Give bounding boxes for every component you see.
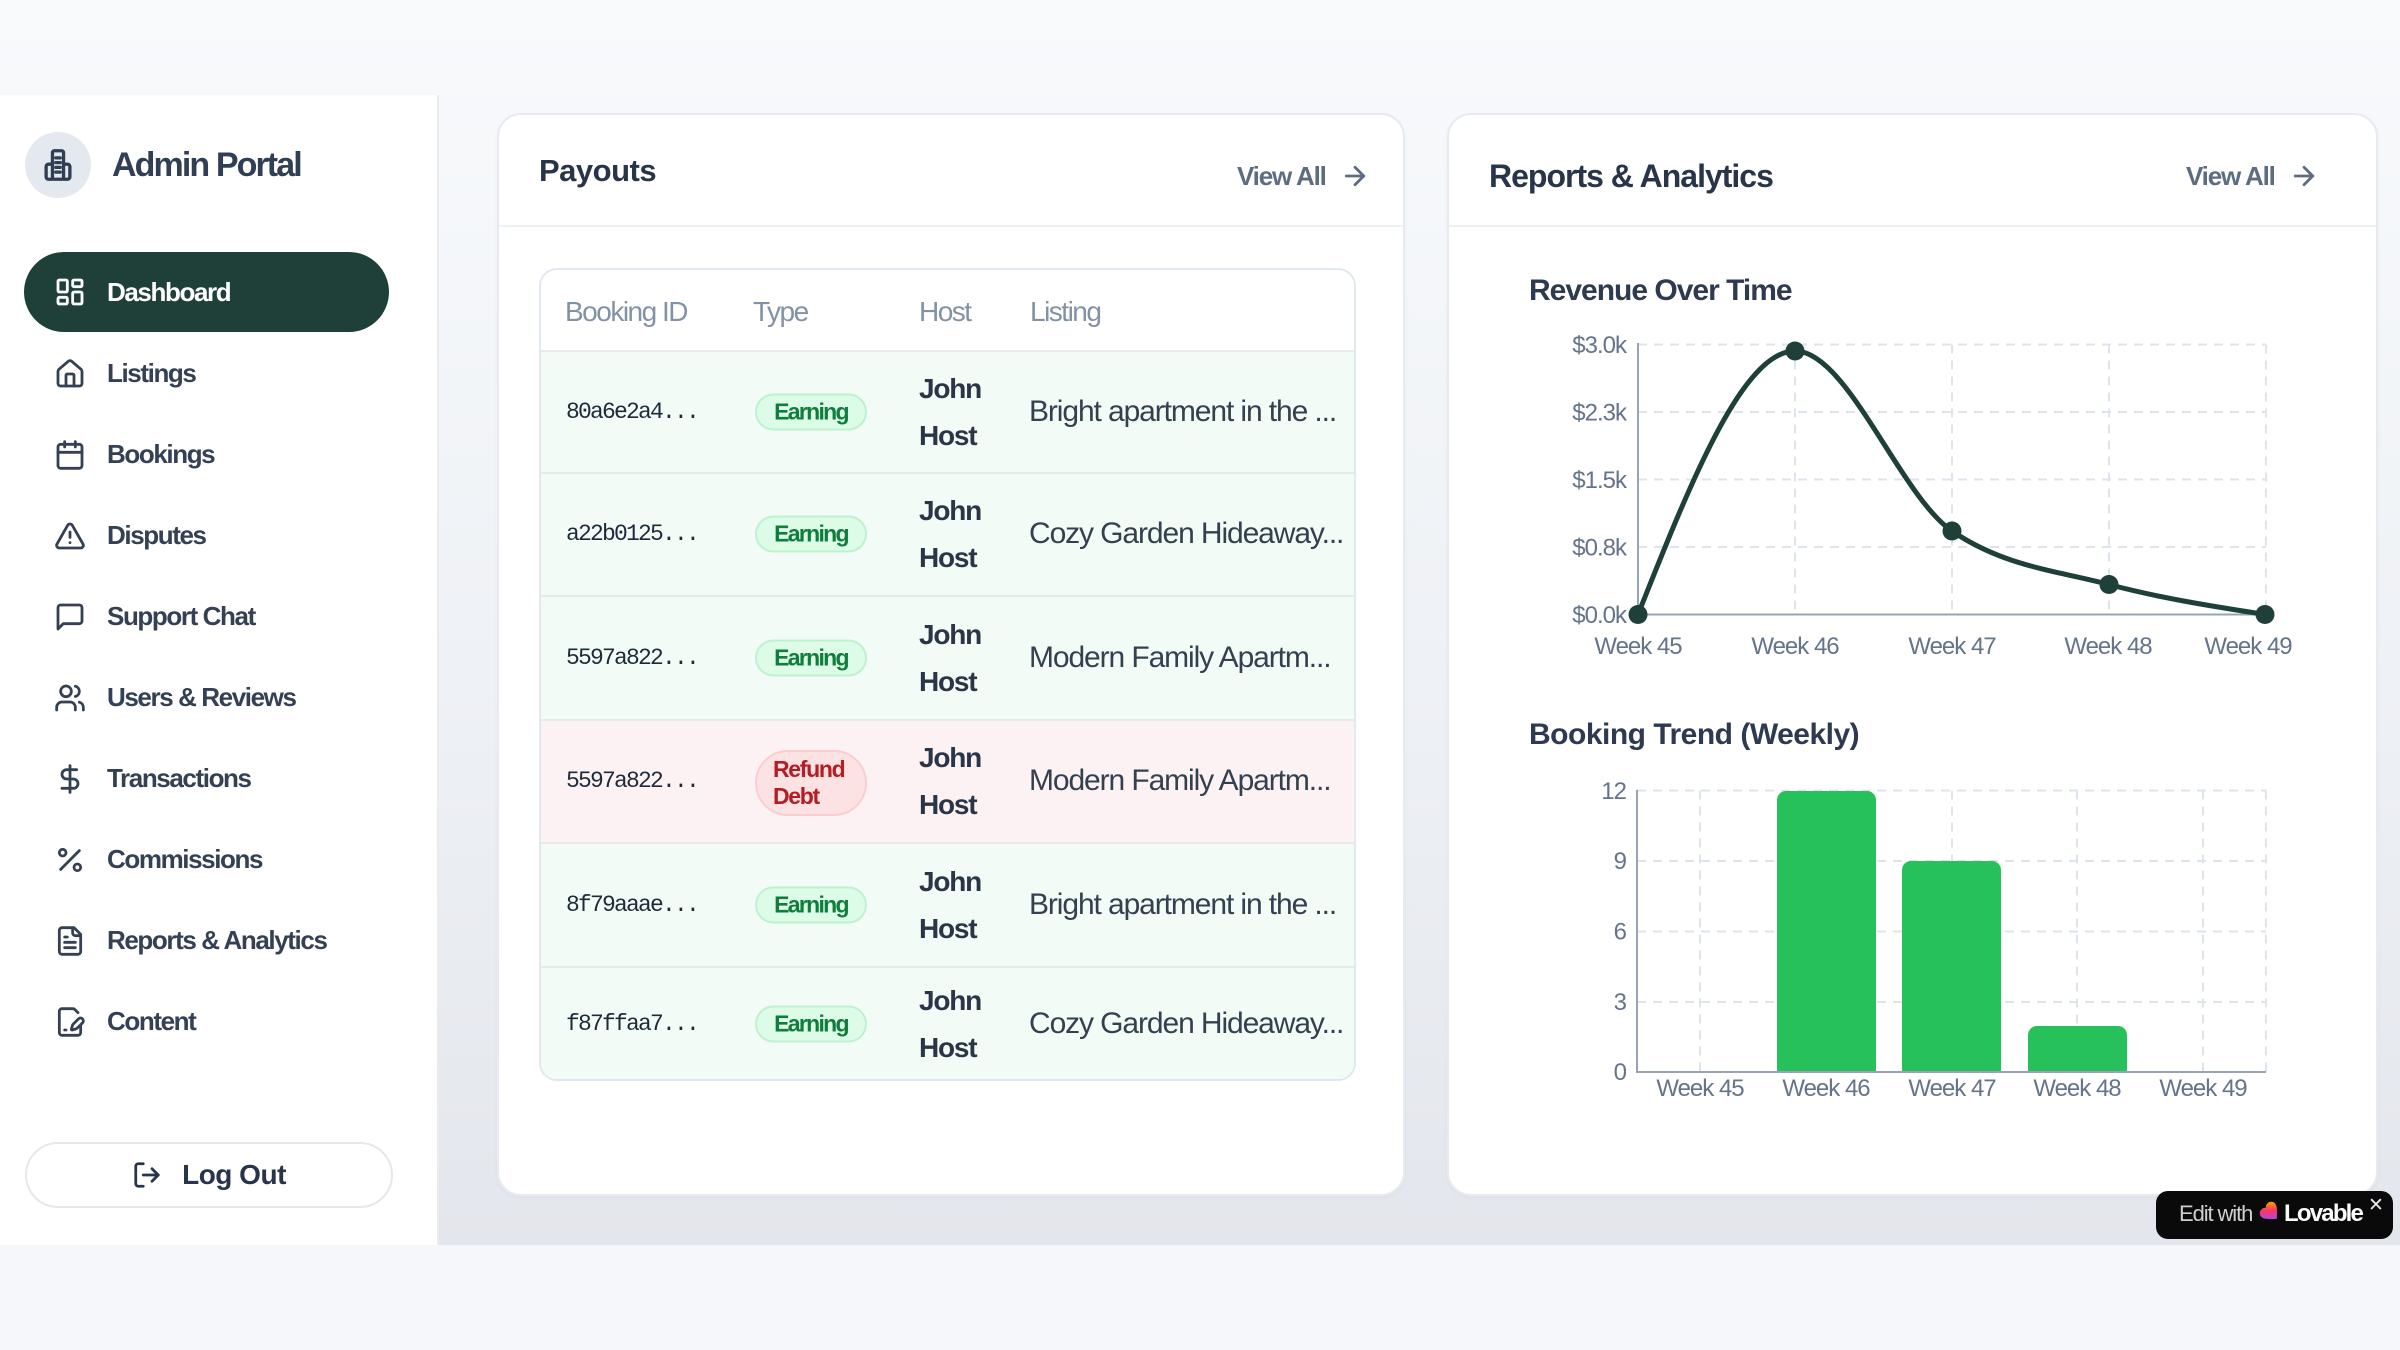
svg-text:0: 0	[1614, 1059, 1627, 1086]
svg-text:$0.8k: $0.8k	[1572, 535, 1628, 562]
svg-text:3: 3	[1614, 989, 1627, 1016]
svg-text:$3.0k: $3.0k	[1572, 332, 1628, 359]
svg-text:Week 47: Week 47	[1908, 633, 1996, 660]
svg-text:Week 48: Week 48	[2064, 633, 2152, 660]
svg-text:Week 49: Week 49	[2204, 633, 2292, 660]
svg-text:Week 49: Week 49	[2159, 1075, 2247, 1102]
svg-text:$2.3k: $2.3k	[1572, 400, 1628, 427]
svg-text:$1.5k: $1.5k	[1572, 467, 1628, 494]
svg-text:12: 12	[1601, 778, 1626, 805]
svg-text:$0.0k: $0.0k	[1572, 602, 1628, 629]
svg-text:Week 45: Week 45	[1594, 633, 1682, 660]
svg-text:9: 9	[1614, 848, 1627, 875]
svg-text:Week 48: Week 48	[2033, 1075, 2121, 1102]
svg-text:Week 46: Week 46	[1782, 1075, 1870, 1102]
svg-text:Week 47: Week 47	[1908, 1075, 1996, 1102]
svg-text:Week 45: Week 45	[1656, 1075, 1744, 1102]
svg-text:6: 6	[1614, 919, 1627, 946]
svg-text:Week 46: Week 46	[1751, 633, 1839, 660]
